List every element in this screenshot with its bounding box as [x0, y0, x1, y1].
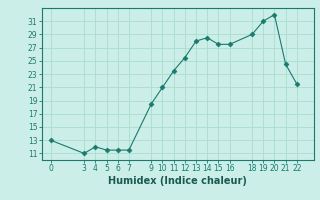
X-axis label: Humidex (Indice chaleur): Humidex (Indice chaleur) [108, 176, 247, 186]
